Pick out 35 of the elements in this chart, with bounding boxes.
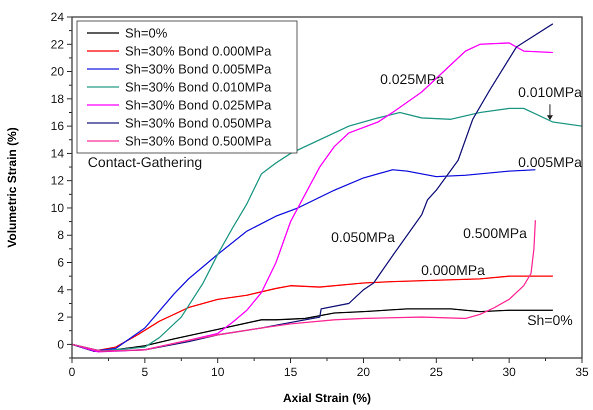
x-tick-label: 5	[142, 365, 149, 379]
y-tick-label: 12	[50, 174, 64, 188]
y-tick-label: 2	[57, 310, 64, 324]
y-tick-label: 24	[50, 10, 64, 24]
legend-label: Sh=30% Bond 0.005MPa	[125, 62, 272, 76]
annotation: Sh=0%	[527, 312, 573, 328]
y-tick-label: 16	[50, 119, 64, 134]
annotation: 0.000MPa	[421, 262, 486, 278]
y-tick-label: 22	[50, 37, 64, 52]
annotation: Contact-Gathering	[88, 154, 202, 170]
x-tick-label: 0	[68, 365, 76, 379]
y-tick-label: 10	[50, 200, 64, 215]
annotation: 0.050MPa	[331, 229, 396, 245]
legend-label: Sh=30% Bond 0.010MPa	[125, 80, 272, 94]
x-tick-label: 30	[502, 365, 516, 379]
x-axis-title: Axial Strain (%)	[282, 391, 372, 405]
y-tick-label: 6	[57, 256, 64, 270]
y-tick-label: 18	[50, 92, 64, 106]
legend-label: Sh=0%	[125, 26, 168, 40]
legend-label: Sh=30% Bond 0.000MPa	[125, 44, 272, 58]
x-tick-label: 35	[575, 365, 589, 379]
y-tick-label: 8	[57, 228, 64, 242]
y-tick-label: 14	[50, 146, 64, 160]
x-tick-label: 20	[356, 365, 370, 379]
legend-label: Sh=30% Bond 0.025MPa	[125, 98, 272, 112]
y-axis-title: Volumetric Strain (%)	[5, 127, 19, 248]
y-tick-label: 0	[57, 337, 64, 352]
legend-label: Sh=30% Bond 0.050MPa	[125, 116, 272, 130]
y-tick-label: 20	[50, 64, 64, 79]
annotation: 0.500MPa	[463, 225, 528, 241]
legend-label: Sh=30% Bond 0.500MPa	[125, 134, 272, 148]
x-tick-label: 15	[284, 365, 298, 379]
x-tick-label: 25	[430, 365, 444, 379]
y-tick-label: 4	[57, 282, 64, 297]
x-tick-label: 10	[211, 365, 225, 379]
